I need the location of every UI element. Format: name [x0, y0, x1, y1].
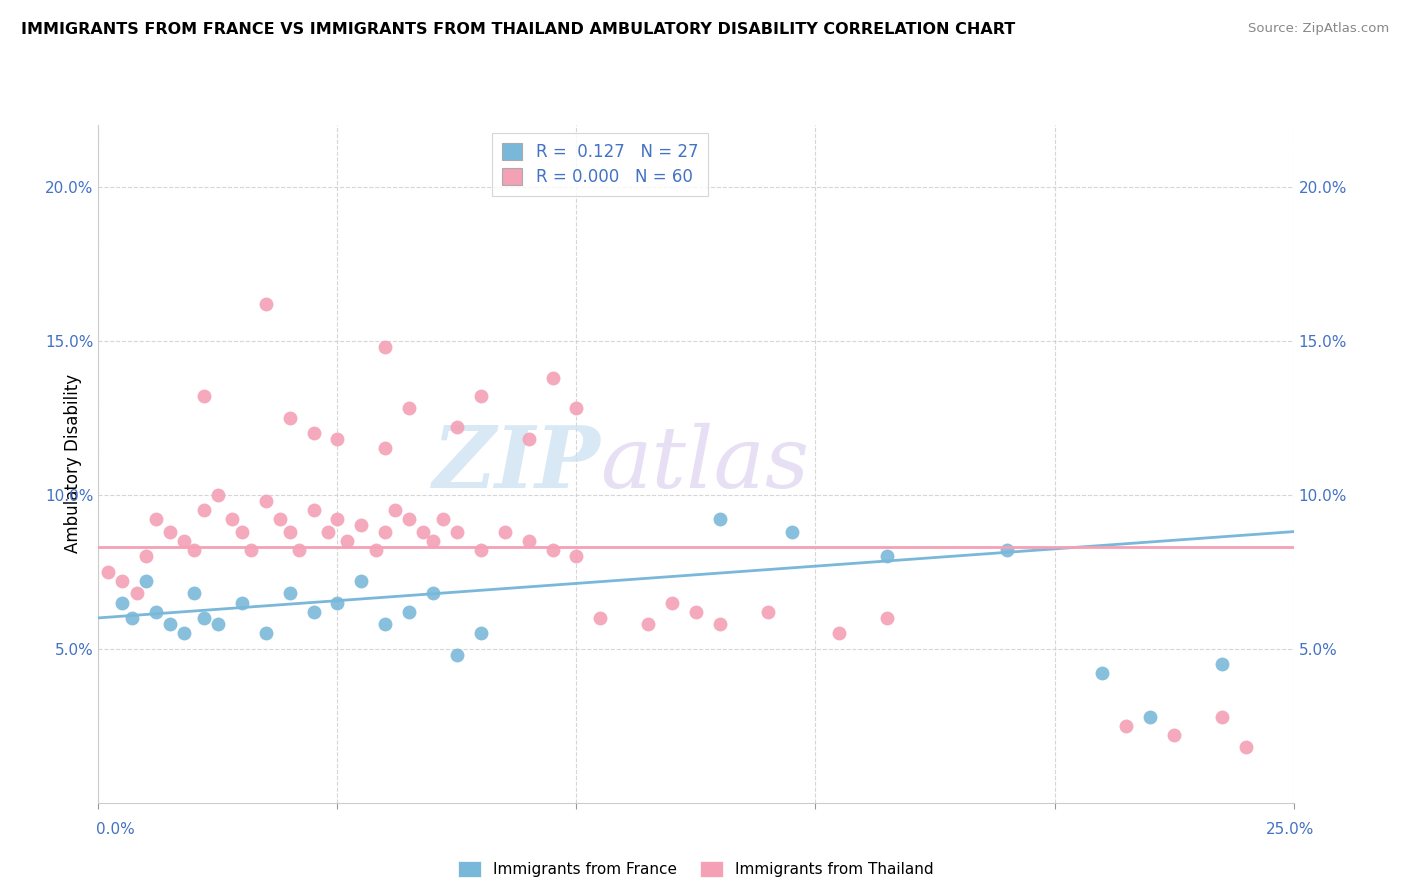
Point	[1139, 709, 1161, 723]
Point	[193, 503, 215, 517]
Point	[541, 370, 564, 384]
Point	[288, 543, 311, 558]
Text: ZIP: ZIP	[433, 422, 600, 506]
Point	[470, 389, 492, 403]
Y-axis label: Ambulatory Disability: Ambulatory Disability	[65, 375, 83, 553]
Point	[709, 617, 731, 632]
Point	[422, 533, 444, 548]
Point	[231, 524, 253, 539]
Point	[1163, 728, 1185, 742]
Point	[432, 512, 454, 526]
Point	[995, 543, 1018, 558]
Text: Source: ZipAtlas.com: Source: ZipAtlas.com	[1249, 22, 1389, 36]
Point	[661, 595, 683, 609]
Point	[756, 605, 779, 619]
Point	[1115, 719, 1137, 733]
Point	[145, 512, 167, 526]
Point	[111, 595, 134, 609]
Point	[207, 617, 229, 632]
Point	[121, 611, 143, 625]
Point	[1234, 740, 1257, 755]
Point	[398, 512, 420, 526]
Point	[876, 549, 898, 564]
Point	[254, 626, 277, 640]
Point	[278, 586, 301, 600]
Point	[183, 543, 205, 558]
Point	[326, 595, 349, 609]
Point	[364, 543, 387, 558]
Point	[173, 626, 195, 640]
Point	[316, 524, 339, 539]
Point	[278, 524, 301, 539]
Point	[193, 389, 215, 403]
Point	[709, 512, 731, 526]
Legend: Immigrants from France, Immigrants from Thailand: Immigrants from France, Immigrants from …	[451, 855, 941, 883]
Text: 25.0%: 25.0%	[1267, 822, 1315, 837]
Point	[412, 524, 434, 539]
Point	[302, 425, 325, 440]
Point	[302, 605, 325, 619]
Point	[111, 574, 134, 588]
Point	[125, 586, 148, 600]
Point	[446, 524, 468, 539]
Point	[446, 648, 468, 662]
Point	[326, 432, 349, 446]
Point	[384, 503, 406, 517]
Text: IMMIGRANTS FROM FRANCE VS IMMIGRANTS FROM THAILAND AMBULATORY DISABILITY CORRELA: IMMIGRANTS FROM FRANCE VS IMMIGRANTS FRO…	[21, 22, 1015, 37]
Text: 0.0%: 0.0%	[96, 822, 135, 837]
Point	[159, 617, 181, 632]
Point	[254, 296, 277, 310]
Point	[254, 493, 277, 508]
Point	[336, 533, 359, 548]
Point	[159, 524, 181, 539]
Point	[398, 401, 420, 416]
Point	[637, 617, 659, 632]
Point	[517, 432, 540, 446]
Point	[685, 605, 707, 619]
Point	[470, 543, 492, 558]
Point	[565, 549, 588, 564]
Point	[565, 401, 588, 416]
Point	[1211, 657, 1233, 672]
Point	[145, 605, 167, 619]
Point	[221, 512, 243, 526]
Point	[446, 420, 468, 434]
Point	[494, 524, 516, 539]
Point	[207, 488, 229, 502]
Point	[780, 524, 803, 539]
Point	[326, 512, 349, 526]
Point	[589, 611, 612, 625]
Point	[1091, 666, 1114, 681]
Point	[173, 533, 195, 548]
Point	[193, 611, 215, 625]
Point	[828, 626, 851, 640]
Point	[231, 595, 253, 609]
Point	[374, 340, 396, 354]
Point	[350, 574, 373, 588]
Point	[135, 574, 157, 588]
Point	[541, 543, 564, 558]
Point	[374, 524, 396, 539]
Point	[240, 543, 263, 558]
Point	[135, 549, 157, 564]
Point	[374, 617, 396, 632]
Point	[350, 518, 373, 533]
Point	[1211, 709, 1233, 723]
Text: atlas: atlas	[600, 423, 810, 505]
Point	[470, 626, 492, 640]
Point	[302, 503, 325, 517]
Point	[398, 605, 420, 619]
Point	[278, 410, 301, 425]
Point	[517, 533, 540, 548]
Point	[269, 512, 291, 526]
Point	[374, 442, 396, 456]
Point	[876, 611, 898, 625]
Point	[422, 586, 444, 600]
Point	[183, 586, 205, 600]
Point	[97, 565, 120, 579]
